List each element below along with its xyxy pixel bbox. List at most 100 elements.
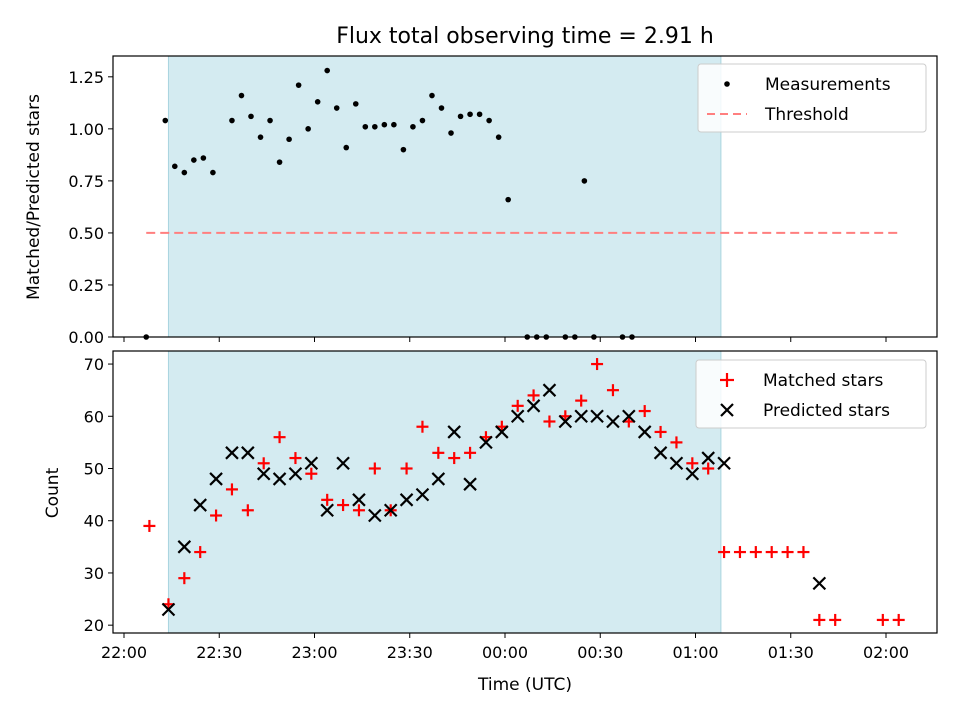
matched-star-point <box>733 546 746 559</box>
x-tick-label: 23:00 <box>291 643 337 662</box>
count-panel: 20 30 40 50 60 70 22:00 22:30 23:00 23:30 00:00 00… <box>43 350 938 695</box>
predicted-star-point <box>209 472 223 486</box>
matched-star-point <box>543 415 556 428</box>
predicted-star-point <box>542 383 557 397</box>
count-legend: Matched stars Predicted stars <box>695 359 927 429</box>
y-tick-label: 30 <box>84 564 104 583</box>
predicted-star-point <box>701 451 715 465</box>
legend-matched-marker <box>720 373 734 387</box>
measurement-point <box>372 123 378 130</box>
predicted-star-point <box>510 409 525 424</box>
predicted-star-point <box>447 425 461 439</box>
matched-star-point <box>876 613 889 626</box>
matched-star-point <box>813 613 826 626</box>
ratio-x-axis-ticks <box>123 337 887 342</box>
ratio-y-axis-label: Matched/Predicted stars <box>24 94 44 300</box>
measurement-point <box>191 157 197 163</box>
y-tick-label: 70 <box>84 355 104 374</box>
legend-threshold-label: Threshold <box>764 105 849 125</box>
ratio-legend-box <box>697 63 927 133</box>
measurement-point <box>305 126 311 132</box>
predicted-star-point <box>288 466 303 481</box>
legend-matched-label: Matched stars <box>763 371 883 391</box>
measurement-point <box>324 67 331 74</box>
predicted-star-point <box>590 409 604 424</box>
count-y-axis-ticks: 20 30 40 50 60 70 <box>84 355 113 635</box>
predicted-star-point <box>431 472 446 486</box>
predicted-star-point <box>161 602 176 617</box>
measurement-point <box>400 146 407 153</box>
legend-measurements-marker <box>724 81 730 87</box>
predicted-star-point <box>177 540 192 554</box>
y-tick-label: 0.00 <box>68 328 104 347</box>
predicted-star-point <box>463 477 477 491</box>
predicted-star-point <box>526 399 541 413</box>
predicted-star-point <box>352 493 366 507</box>
matched-star-point <box>702 462 715 475</box>
measurement-point <box>419 117 426 124</box>
measurement-point <box>286 136 292 143</box>
y-tick-label: 40 <box>84 512 104 531</box>
measurement-point <box>505 196 511 203</box>
predicted-star-point <box>637 425 652 439</box>
measurement-point <box>486 117 492 124</box>
matched-star-point <box>781 546 794 559</box>
measurement-point <box>457 113 464 120</box>
measurement-point <box>429 92 435 99</box>
predicted-star-point <box>606 414 620 429</box>
legend-predicted-label: Predicted stars <box>763 401 890 421</box>
y-tick-label: 0.75 <box>68 172 104 191</box>
matched-star-point <box>432 446 445 459</box>
measurement-point <box>476 111 483 118</box>
matched-star-point <box>892 613 905 626</box>
measurement-point <box>210 169 216 176</box>
measurement-point <box>295 82 302 88</box>
predicted-star-point <box>193 498 207 512</box>
matched-star-point <box>527 389 540 402</box>
predicted-star-point <box>272 472 287 486</box>
matched-star-point <box>575 394 588 407</box>
matched-star-point <box>829 613 842 626</box>
count-plot-area <box>143 358 905 626</box>
measurement-point <box>181 169 188 176</box>
matched-star-point <box>194 546 207 559</box>
ratio-panel-frame <box>112 55 938 338</box>
matched-star-point <box>464 446 477 459</box>
matched-star-point <box>368 462 381 475</box>
matched-star-point <box>448 452 461 465</box>
matched-star-point <box>686 457 699 470</box>
predicted-star-point <box>368 508 382 523</box>
measurement-point <box>467 111 473 118</box>
observing-window-shade <box>167 55 722 338</box>
measurement-point <box>362 123 369 130</box>
predicted-star-point <box>304 456 319 471</box>
matched-star-point <box>606 384 619 397</box>
observing-window-shade-bottom <box>167 350 722 634</box>
y-tick-label: 1.00 <box>68 120 104 139</box>
measurement-point <box>381 121 388 128</box>
predicted-star-point <box>495 425 509 439</box>
measurement-point <box>200 155 207 161</box>
measurement-point <box>172 163 178 170</box>
measurement-point <box>391 121 397 128</box>
predicted-star-point <box>399 493 414 507</box>
ratio-y-axis-ticks: 0.00 0.25 0.50 0.75 1.00 1.25 <box>68 68 113 347</box>
measurement-point <box>333 105 340 111</box>
matched-star-point <box>257 457 270 470</box>
matched-star-point <box>352 504 365 517</box>
matched-star-point <box>591 358 604 371</box>
matched-star-point <box>400 462 413 475</box>
matched-star-point <box>416 420 429 433</box>
predicted-star-point <box>225 446 239 460</box>
predicted-star-point <box>622 409 636 424</box>
predicted-star-point <box>256 466 271 481</box>
y-tick-label: 60 <box>84 407 104 426</box>
predicted-star-point <box>685 466 700 481</box>
matched-star-point <box>654 425 667 438</box>
matched-star-point <box>225 483 238 496</box>
y-tick-label: 0.50 <box>68 224 104 243</box>
measurement-point <box>343 144 350 151</box>
predicted-star-point <box>336 456 350 471</box>
measurement-point <box>267 117 273 124</box>
